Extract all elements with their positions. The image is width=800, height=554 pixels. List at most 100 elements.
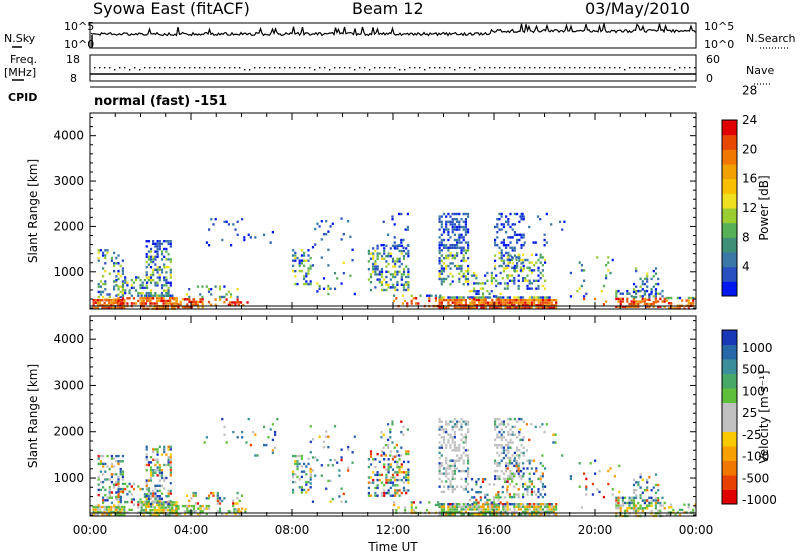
- scatter-cell: [467, 246, 470, 249]
- scatter-cell: [402, 246, 405, 249]
- scatter-cell: [146, 493, 149, 496]
- scatter-cell: [471, 296, 474, 299]
- scatter-cell: [541, 304, 545, 307]
- scatter-cell: [139, 487, 142, 491]
- scatter-cell: [480, 505, 483, 508]
- scatter-cell: [101, 511, 104, 514]
- scatter-cell: [473, 513, 476, 516]
- scatter-cell: [611, 258, 614, 262]
- scatter-cell: [524, 298, 527, 302]
- scatter-cell: [156, 453, 159, 456]
- scatter-cell: [106, 249, 109, 252]
- scatter-cell: [643, 282, 647, 286]
- scatter-cell: [544, 510, 547, 514]
- scatter-cell: [513, 433, 516, 436]
- scatter-cell: [294, 454, 297, 458]
- scatter-cell: [464, 212, 467, 216]
- scatter-cell: [692, 302, 695, 305]
- scatter-cell: [491, 298, 494, 302]
- scatter-cell: [541, 301, 545, 304]
- scatter-cell: [478, 510, 481, 514]
- scatter-cell: [447, 254, 450, 257]
- scatter-cell: [453, 233, 456, 236]
- scatter-cell: [167, 281, 170, 284]
- scatter-cell: [372, 471, 375, 474]
- scatter-cell: [511, 513, 514, 516]
- scatter-cell: [374, 486, 377, 490]
- scatter-cell: [511, 477, 514, 481]
- scatter-cell: [458, 212, 461, 216]
- scatter-cell: [687, 506, 690, 509]
- scatter-cell: [492, 496, 496, 499]
- scatter-cell: [607, 256, 610, 259]
- nave-dot: [129, 69, 131, 71]
- scatter-cell: [303, 251, 306, 255]
- scatter-cell: [637, 507, 640, 510]
- scatter-cell: [520, 477, 523, 481]
- scatter-cell: [535, 298, 538, 302]
- scatter-cell: [528, 503, 531, 506]
- scatter-cell: [143, 500, 146, 504]
- scatter-cell: [447, 464, 450, 468]
- scatter-cell: [515, 298, 518, 302]
- scatter-cell: [513, 301, 516, 304]
- scatter-cell: [630, 507, 633, 510]
- scatter-cell: [659, 509, 662, 512]
- scatter-cell: [130, 500, 133, 504]
- scatter-cell: [145, 271, 148, 274]
- scatter-cell: [490, 274, 493, 277]
- scatter-cell: [462, 446, 465, 449]
- scatter-cell: [528, 485, 531, 488]
- scatter-cell: [537, 503, 540, 506]
- scatter-cell: [602, 284, 605, 288]
- scatter-cell: [380, 283, 384, 286]
- scatter-cell: [537, 477, 540, 481]
- scatter-cell: [385, 468, 388, 471]
- scatter-cell: [144, 509, 148, 512]
- scatter-cell: [522, 253, 525, 256]
- scatter-cell: [167, 458, 170, 461]
- scatter-cell: [517, 287, 520, 290]
- scatter-cell: [143, 495, 146, 499]
- scatter-cell: [550, 304, 553, 307]
- scatter-cell: [508, 495, 511, 499]
- nsearch-tick-bottom: 10^0: [704, 38, 734, 51]
- scatter-cell: [145, 495, 148, 498]
- scatter-cell: [453, 430, 456, 434]
- scatter-cell: [478, 508, 481, 511]
- scatter-cell: [632, 298, 636, 301]
- velocity-axis-ticks: [89, 316, 697, 516]
- scatter-cell: [449, 251, 452, 255]
- scatter-cell: [400, 249, 403, 253]
- scatter-cell: [447, 228, 450, 231]
- scatter-cell: [162, 509, 165, 512]
- nave-dot: [649, 67, 651, 69]
- scatter-cell: [478, 298, 481, 302]
- scatter-cell: [508, 508, 511, 511]
- scatter-cell: [683, 503, 686, 506]
- scatter-cell: [154, 448, 157, 451]
- scatter-cell: [496, 469, 499, 473]
- scatter-cell: [605, 300, 608, 303]
- scatter-cell: [230, 244, 233, 247]
- scatter-cell: [387, 468, 390, 471]
- scatter-cell: [225, 512, 228, 516]
- scatter-cell: [605, 274, 608, 277]
- scatter-cell: [445, 225, 448, 229]
- scatter-cell: [522, 244, 525, 247]
- scatter-cell: [210, 218, 213, 221]
- scatter-cell: [156, 500, 159, 503]
- scatter-cell: [630, 300, 633, 303]
- scatter-cell: [96, 304, 100, 307]
- scatter-cell: [442, 467, 446, 470]
- scatter-cell: [451, 280, 454, 283]
- scatter-cell: [117, 493, 120, 496]
- scatter-cell: [445, 430, 448, 434]
- scatter-cell: [456, 508, 459, 511]
- scatter-cell: [102, 454, 105, 458]
- scatter-cell: [508, 477, 511, 481]
- scatter-cell: [242, 303, 245, 307]
- scatter-cell: [626, 300, 629, 303]
- scatter-cell: [117, 495, 120, 499]
- scatter-cell: [632, 290, 636, 294]
